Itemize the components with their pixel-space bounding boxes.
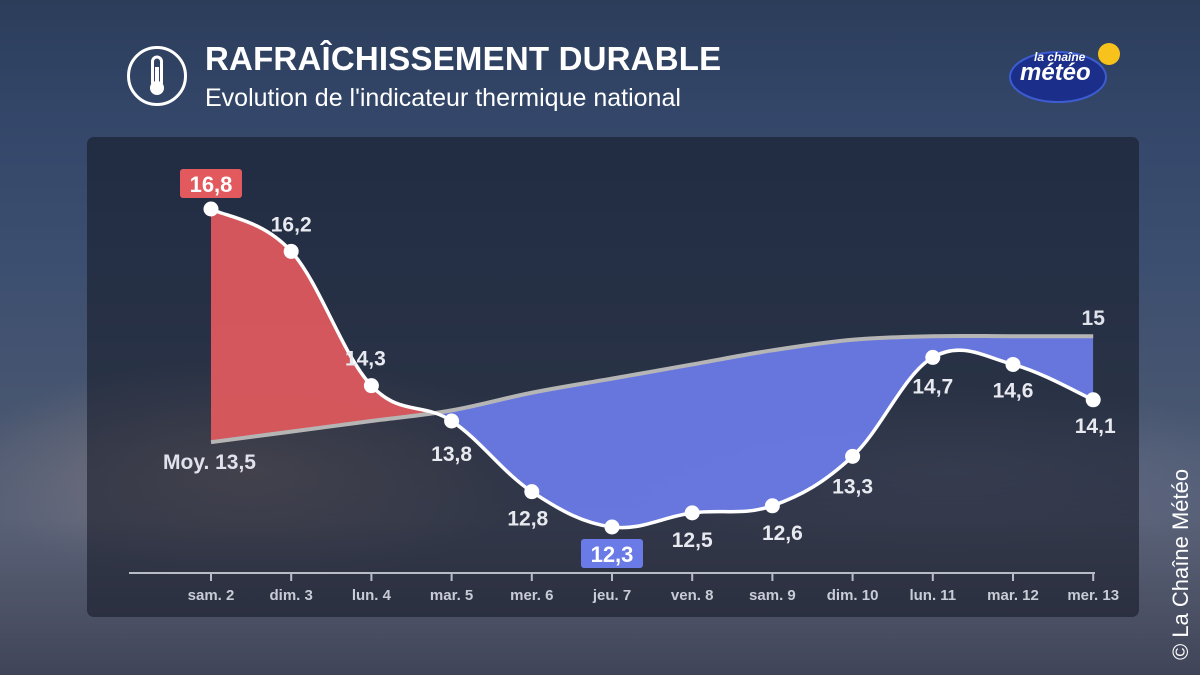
- min-badge: [581, 539, 643, 568]
- copyright-notice: © La Chaîne Météo: [1168, 468, 1193, 660]
- data-point: [764, 498, 780, 514]
- data-point: [203, 201, 219, 217]
- data-point: [845, 448, 861, 464]
- x-tick-label: mar. 5: [430, 587, 473, 604]
- data-point: [684, 505, 700, 521]
- data-label: 12,5: [672, 529, 713, 552]
- data-point: [363, 378, 379, 394]
- data-point: [524, 484, 540, 500]
- x-tick-label: mer. 6: [510, 587, 553, 604]
- x-tick-label: dim. 3: [270, 587, 313, 604]
- data-label: 14,1: [1075, 415, 1116, 438]
- logo-sun-icon: [1098, 43, 1120, 65]
- data-point: [283, 243, 299, 259]
- normal-line: [210, 333, 1094, 445]
- thermometer-icon: [126, 45, 188, 107]
- data-point: [925, 349, 941, 365]
- x-tick-label: sam. 2: [188, 587, 235, 604]
- data-label: 14,3: [345, 348, 386, 371]
- data-label: 12,8: [507, 508, 548, 531]
- x-tick-label: jeu. 7: [592, 587, 631, 604]
- brand-logo: la chaîne météo: [1008, 40, 1124, 104]
- normal-start-label: Moy. 13,5: [163, 451, 256, 474]
- temperature-chart: sam. 2 dim. 3 lun. 4 mar. 5 mer. 6 jeu. 7 ven.…: [129, 169, 1119, 604]
- data-point: [1085, 392, 1101, 408]
- data-label: 12,6: [762, 522, 803, 545]
- x-tick-label: lun. 4: [352, 587, 392, 604]
- data-label: 14,6: [993, 379, 1034, 402]
- logo-line2: météo: [1020, 59, 1091, 86]
- data-label: 12,3: [591, 542, 634, 567]
- data-label: 13,3: [832, 475, 873, 498]
- x-tick-label: sam. 9: [749, 587, 796, 604]
- data-label: 16,2: [271, 213, 312, 236]
- x-tick-label: dim. 10: [827, 587, 879, 604]
- data-label: 14,7: [912, 375, 953, 398]
- max-badge: [180, 169, 242, 198]
- x-tick-label: ven. 8: [671, 587, 714, 604]
- x-tick-label: mar. 12: [987, 587, 1039, 604]
- data-label: 13,8: [431, 443, 472, 466]
- data-point: [444, 413, 460, 429]
- page-title: RAFRAÎCHISSEMENT DURABLE: [205, 40, 722, 77]
- logo-line1: la chaîne: [1034, 50, 1086, 64]
- data-label: 16,8: [190, 172, 233, 197]
- chart-panel: sam. 2 dim. 3 lun. 4 mar. 5 mer. 6 jeu. 7 ven.…: [87, 137, 1139, 617]
- data-point: [604, 519, 620, 535]
- x-tick-label: lun. 11: [909, 587, 956, 604]
- x-tick-label: mer. 13: [1067, 587, 1119, 604]
- normal-end-label: 15: [1082, 307, 1106, 330]
- data-point: [1005, 356, 1021, 372]
- page-subtitle: Evolution de l'indicateur thermique nati…: [205, 84, 681, 112]
